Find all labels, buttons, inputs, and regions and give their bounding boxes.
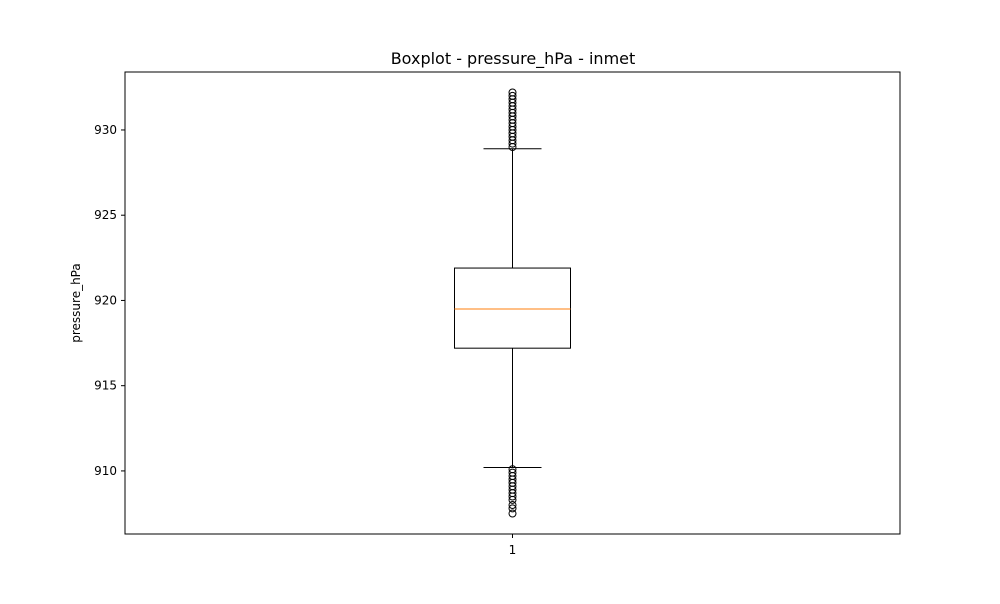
x-tick-label: 1: [509, 543, 517, 557]
y-tick-label: 920: [94, 293, 117, 307]
y-axis-label: pressure_hPa: [69, 263, 83, 343]
outlier-point: [508, 509, 517, 518]
outlier-point: [508, 91, 517, 100]
outlier-point: [508, 495, 517, 504]
y-tick-label: 925: [94, 208, 117, 222]
outlier-point: [508, 501, 517, 510]
plot-area: [454, 88, 571, 518]
outlier-point: [508, 492, 517, 501]
box-iqr: [454, 267, 571, 349]
outlier-point: [508, 88, 517, 97]
y-tick-label: 930: [94, 123, 117, 137]
y-tick-label: 910: [94, 464, 117, 478]
outlier-point: [508, 504, 517, 513]
chart-title: Boxplot - pressure_hPa - inmet: [391, 49, 636, 69]
y-tick-label: 915: [94, 379, 117, 393]
